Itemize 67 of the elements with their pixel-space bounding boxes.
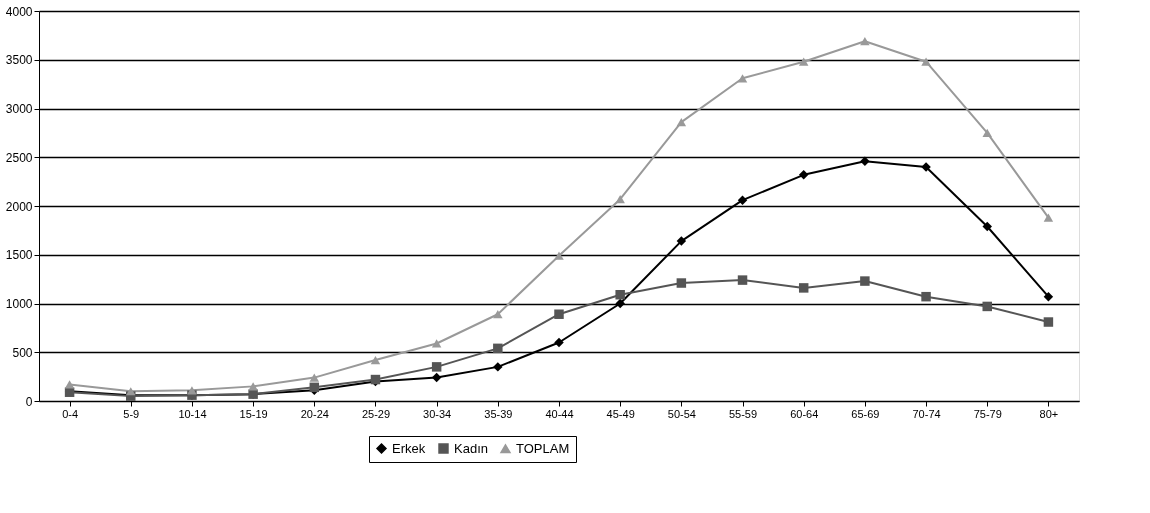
point [554, 309, 564, 319]
point [860, 276, 870, 286]
point [982, 128, 992, 137]
y-tick-label: 3000 [5, 102, 33, 116]
legend-label: Kadın [454, 440, 488, 456]
point [370, 355, 381, 365]
point [798, 57, 809, 66]
x-tick-label: 45-49 [606, 407, 635, 420]
point [921, 291, 931, 302]
point [1043, 317, 1054, 327]
point [921, 57, 931, 66]
point [554, 337, 564, 348]
x-tick-label: 0-4 [62, 407, 79, 420]
x-tick-label: 50-54 [667, 407, 696, 420]
x-tick-label: 65-69 [851, 407, 880, 420]
point [493, 310, 503, 319]
y-tick-label: 0 [25, 394, 33, 409]
legend-label: TOPLAM [516, 440, 570, 456]
point [64, 380, 75, 389]
y-tick-label: 3500 [5, 53, 33, 68]
x-tick-label: 10-14 [178, 407, 207, 420]
point [1043, 213, 1054, 222]
point [798, 283, 809, 293]
y-tick-label: 1000 [5, 297, 33, 311]
point [982, 301, 992, 312]
point [982, 221, 992, 232]
point [431, 372, 442, 383]
point [676, 278, 687, 288]
point [676, 236, 687, 246]
y-tick-label: 2500 [5, 150, 33, 165]
y-tick-label: 4000 [5, 4, 33, 19]
point [1043, 291, 1054, 302]
y-tick-label: 500 [12, 345, 33, 360]
x-tick-label: 20-24 [300, 407, 329, 420]
point [798, 170, 809, 180]
point [615, 289, 625, 300]
point [860, 156, 870, 166]
point [431, 362, 442, 372]
legend-label: Erkek [392, 440, 426, 456]
point [309, 373, 320, 382]
point [737, 74, 748, 83]
point [431, 339, 442, 348]
point [493, 343, 503, 354]
x-tick-label: 40-44 [545, 407, 574, 420]
y-tick-label: 1500 [5, 248, 33, 263]
x-tick-label: 80+ [1039, 407, 1059, 420]
point [126, 387, 136, 396]
x-tick-label: 55-59 [728, 407, 758, 420]
x-tick-label: 30-34 [423, 407, 452, 420]
x-tick-label: 70-74 [912, 407, 941, 420]
y-tick-label: 2000 [5, 199, 33, 214]
x-tick-label: 25-29 [361, 407, 391, 420]
point [860, 37, 870, 46]
x-tick-label: 75-79 [973, 407, 1002, 420]
point [493, 362, 503, 372]
point [554, 251, 564, 260]
point [676, 118, 687, 127]
x-tick-label: 5-9 [123, 407, 140, 420]
point [248, 382, 258, 391]
x-tick-label: 15-19 [239, 407, 268, 420]
point [737, 195, 748, 205]
point [187, 386, 197, 395]
x-tick-label: 35-39 [484, 407, 513, 420]
point [737, 275, 748, 285]
point [615, 298, 625, 309]
point [615, 195, 625, 204]
x-tick-label: 60-64 [790, 407, 819, 420]
